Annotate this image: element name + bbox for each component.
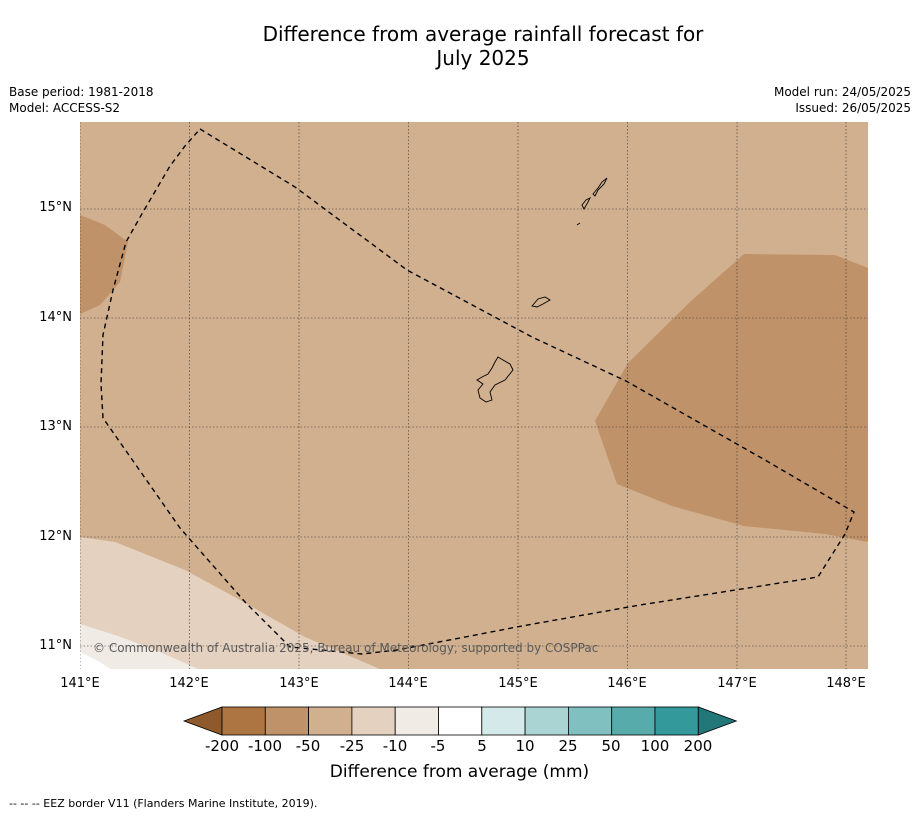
map-title-line2: July 2025 [436, 46, 530, 70]
colorbar-segment [611, 706, 656, 736]
lon-label-148e: 148°E [826, 676, 866, 691]
base-period: Base period: 1981-2018 [9, 85, 154, 99]
colorbar-tick: -100 [247, 737, 283, 755]
anomaly-5-10-zone [80, 624, 198, 669]
colorbar-tick: 5 [477, 737, 487, 755]
colorbar-tick: 10 [515, 737, 535, 755]
lat-label-13n: 13°N [39, 419, 72, 434]
colorbar-tick: 25 [558, 737, 578, 755]
lon-label-144e: 144°E [388, 676, 428, 691]
colorbar-segment [351, 706, 396, 736]
anomaly-10-25-zone [80, 537, 380, 669]
colorbar-segment [438, 706, 483, 736]
colorbar-segment [567, 706, 613, 736]
colorbar-tick: 50 [601, 737, 621, 755]
eez-legend-note: -- -- -- EEZ border V11 (Flanders Marine… [9, 797, 318, 810]
meta-left: Base period: 1981-2018 Model: ACCESS-S2 [9, 84, 154, 116]
lon-label-146e: 146°E [607, 676, 647, 691]
colorbar-segment [481, 706, 526, 736]
map-svg [79, 122, 868, 669]
aguijan-island [576, 222, 581, 226]
colorbar-segment [394, 706, 439, 736]
lon-label-143e: 143°E [279, 676, 319, 691]
copyright-notice: © Commonwealth of Australia 2025, Bureau… [93, 641, 599, 655]
saipan-island [592, 177, 608, 197]
lon-label-147e: 147°E [717, 676, 757, 691]
lon-label-145e: 145°E [498, 676, 538, 691]
colorbar-segment [221, 706, 266, 736]
anomaly-near-zero-zone [80, 652, 110, 669]
guam-island [476, 356, 514, 403]
tinian-island [581, 196, 592, 210]
colorbar-segment [308, 706, 353, 736]
colorbar-tick: -10 [382, 737, 408, 755]
issued-date: Issued: 26/05/2025 [795, 101, 911, 115]
lat-label-15n: 15°N [39, 200, 72, 215]
model-run: Model run: 24/05/2025 [773, 85, 911, 99]
map-title: Difference from average rainfall forecas… [0, 22, 919, 70]
anomaly-50-100-zone-west [80, 215, 128, 314]
colorbar-tick: -50 [295, 737, 321, 755]
colorbar [182, 706, 738, 736]
lat-label-11n: 11°N [39, 638, 72, 653]
islands [476, 177, 608, 403]
anomaly-50-100-zone-east [595, 254, 868, 542]
colorbar-extend-low [182, 706, 223, 736]
colorbar-segment [524, 706, 569, 736]
model-name: Model: ACCESS-S2 [9, 101, 121, 115]
graticule [79, 122, 868, 669]
map-title-line1: Difference from average rainfall forecas… [262, 22, 704, 46]
map-area [79, 122, 868, 669]
colorbar-tick: 200 [683, 737, 713, 755]
lat-label-12n: 12°N [39, 529, 72, 544]
colorbar-segment [264, 706, 310, 736]
rota-island [531, 296, 551, 308]
colorbar-tick: -5 [430, 737, 446, 755]
colorbar-tick: 100 [640, 737, 670, 755]
lat-label-14n: 14°N [39, 310, 72, 325]
colorbar-tick: -25 [339, 737, 365, 755]
meta-right: Model run: 24/05/2025 Issued: 26/05/2025 [774, 84, 911, 116]
colorbar-segments [182, 706, 738, 736]
lon-label-142e: 142°E [169, 676, 209, 691]
colorbar-segment [654, 706, 699, 736]
lon-label-141e: 141°E [60, 676, 100, 691]
colorbar-label: Difference from average (mm) [329, 762, 590, 782]
eez-border [100, 128, 855, 655]
colorbar-tick: -200 [204, 737, 240, 755]
colorbar-extend-high [697, 706, 738, 736]
